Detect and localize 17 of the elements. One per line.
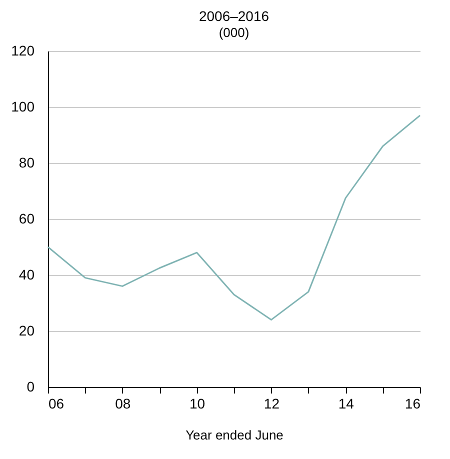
- x-tick-label: 08: [115, 396, 131, 412]
- y-tick-label: 20: [18, 322, 35, 338]
- x-tick-label: 12: [264, 396, 280, 412]
- y-tick-label: 100: [11, 98, 35, 114]
- x-axis-title: Year ended June: [186, 428, 284, 442]
- chart-title: 2006–2016: [198, 8, 270, 24]
- y-tick-label: 80: [18, 154, 35, 170]
- x-tick-label: 06: [48, 396, 64, 412]
- y-tick-label: 60: [18, 210, 35, 226]
- x-tick-label: 10: [190, 396, 206, 412]
- y-tick-label: 0: [26, 378, 35, 394]
- x-tick-label: 14: [338, 396, 354, 412]
- x-tick-label: 16: [404, 396, 421, 412]
- chart-subtitle: (000): [218, 25, 250, 40]
- line-series: [47, 114, 421, 321]
- y-tick-label: 120: [11, 42, 35, 58]
- y-tick-label: 40: [18, 266, 35, 282]
